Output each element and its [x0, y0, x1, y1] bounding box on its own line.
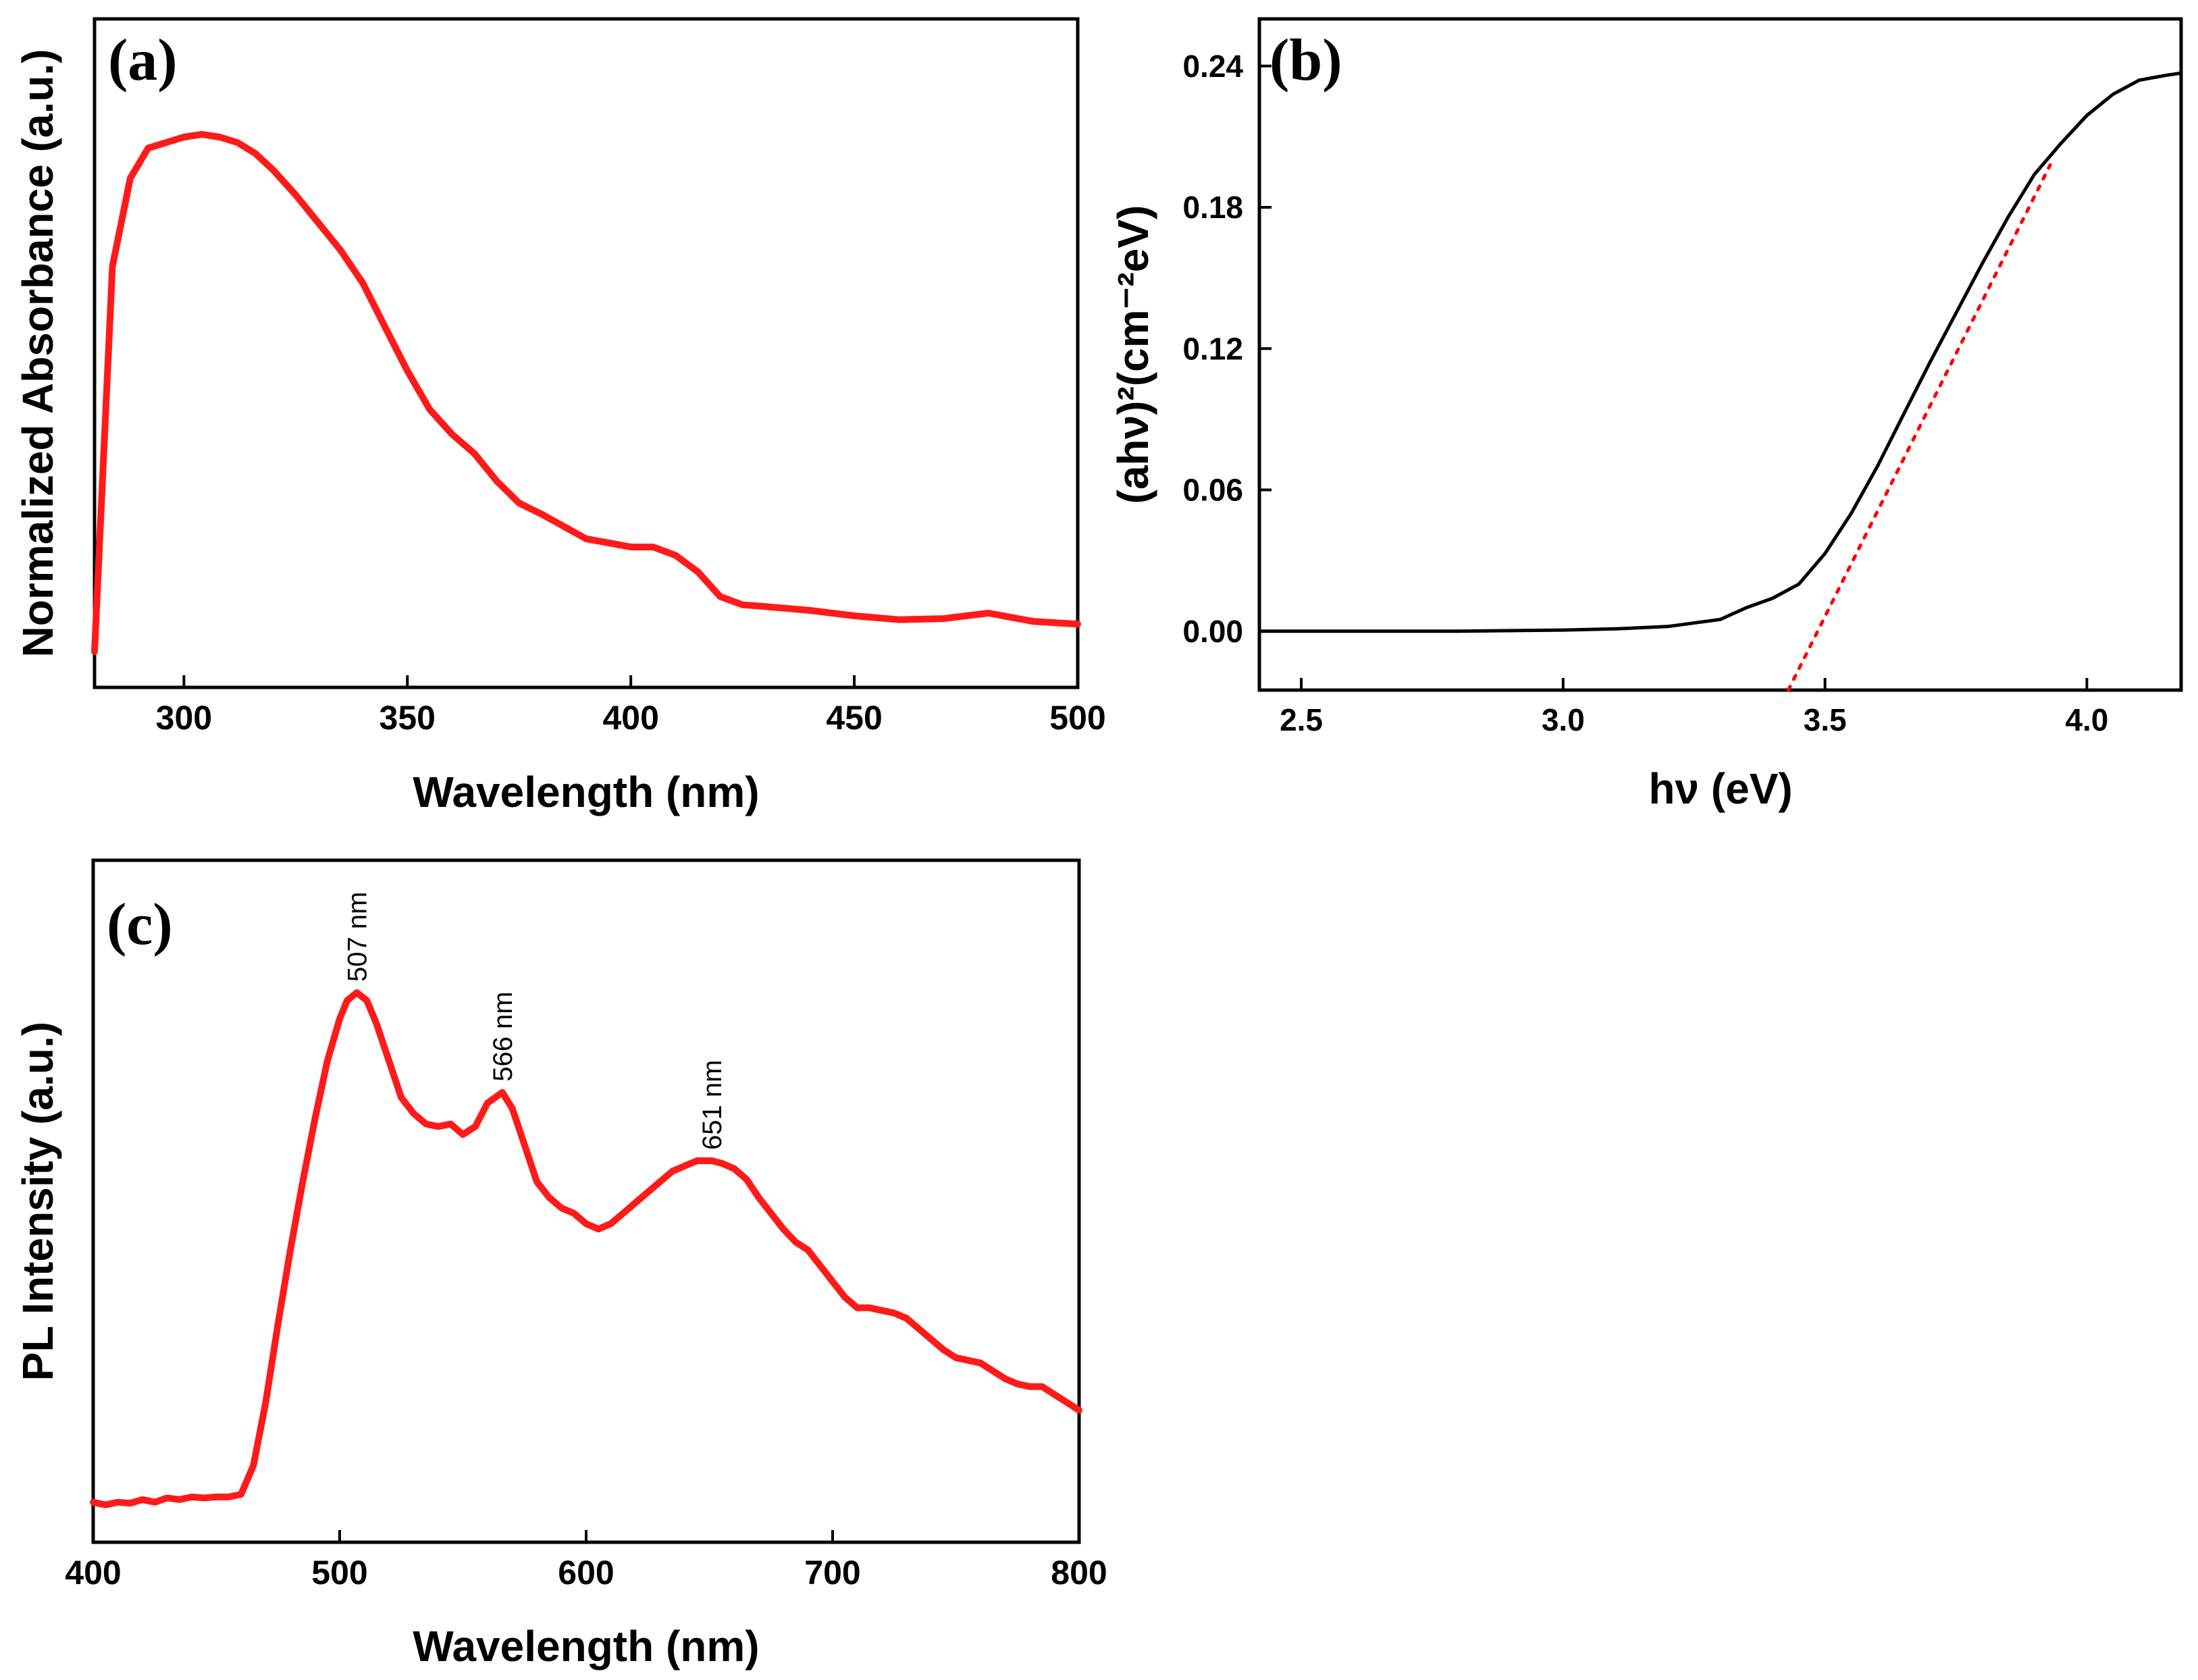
- panel-c-x-tick-label: 500: [311, 1554, 367, 1592]
- panel-b-y-title: (ahν)²(cm⁻²eV): [1109, 205, 1157, 504]
- panel-c-frame: [91, 858, 1081, 1544]
- panel-a-x-axis: 300 350 400 450 500: [156, 675, 1106, 737]
- panel-b-x-axis: 2.5 3.0 3.5 4.0: [1280, 678, 2108, 737]
- panel-c-y-title: PL Intensity (a.u.): [14, 1022, 62, 1381]
- panel-a-x-tick-label: 300: [156, 699, 212, 737]
- panel-b-linear-fit-line: [1786, 163, 2052, 692]
- panel-a-label: (a): [108, 28, 178, 93]
- panel-b: (b) 2.5 3.0 3.5 4.0 0.00 0.06 0.12 0.18 0.24 hν…: [1109, 17, 2183, 813]
- panel-a-x-tick-label: 450: [826, 699, 882, 737]
- panel-c-x-tick-label: 600: [558, 1554, 614, 1592]
- panel-b-y-tick-label: 0.18: [1182, 190, 1243, 225]
- panel-c-peak-annotations: 507 nm 566 nm 651 nm: [343, 892, 728, 1150]
- panel-a: (a) 300 350 400 450 500 Wavelength (nm) Norm…: [14, 17, 1106, 816]
- panel-b-tauc-line: [1259, 71, 2182, 633]
- panel-b-x-title: hν (eV): [1648, 764, 1792, 813]
- panel-b-y-tick-label: 0.06: [1182, 473, 1243, 508]
- panel-b-y-tick-label: 0.12: [1182, 331, 1243, 366]
- panel-b-x-tick-label: 3.5: [1804, 702, 1847, 737]
- panel-a-absorbance-line: [91, 130, 1081, 655]
- panel-b-y-tick-label: 0.00: [1182, 614, 1243, 649]
- panel-a-x-title: Wavelength (nm): [413, 768, 759, 816]
- panel-b-frame: [1257, 17, 2183, 692]
- panel-b-label: (b): [1270, 28, 1342, 93]
- panel-a-x-tick-label: 350: [380, 699, 436, 737]
- panel-c-x-tick-label: 800: [1051, 1554, 1107, 1592]
- panel-b-x-tick-label: 4.0: [2065, 702, 2108, 737]
- panel-a-y-title: Normalized Absorbance (a.u.): [14, 49, 62, 658]
- panel-b-x-tick-label: 3.0: [1542, 702, 1585, 737]
- panel-c-x-tick-label: 700: [804, 1554, 860, 1592]
- panel-c-x-tick-label: 400: [65, 1554, 121, 1592]
- panel-c-x-title: Wavelength (nm): [413, 1622, 759, 1671]
- panel-a-x-tick-label: 500: [1049, 699, 1105, 737]
- panel-b-y-axis: 0.00 0.06 0.12 0.18 0.24: [1182, 49, 1272, 649]
- panel-c-pl-line: [90, 989, 1082, 1508]
- panel-c-x-axis: 400 500 600 700 800: [65, 1530, 1107, 1592]
- panel-c-peak-label: 566 nm: [488, 991, 518, 1081]
- panel-c-peak-label: 651 nm: [698, 1060, 727, 1150]
- panel-a-x-tick-label: 400: [602, 699, 658, 737]
- panel-a-frame: [93, 17, 1080, 689]
- panel-c: (c) 400 500 600 700 800 507 nm 566 nm 651 nm W…: [14, 858, 1107, 1671]
- panel-b-x-tick-label: 2.5: [1280, 702, 1323, 737]
- panel-b-y-tick-label: 0.24: [1182, 49, 1243, 84]
- panel-c-label: (c): [107, 892, 173, 957]
- panel-c-peak-label: 507 nm: [343, 892, 373, 982]
